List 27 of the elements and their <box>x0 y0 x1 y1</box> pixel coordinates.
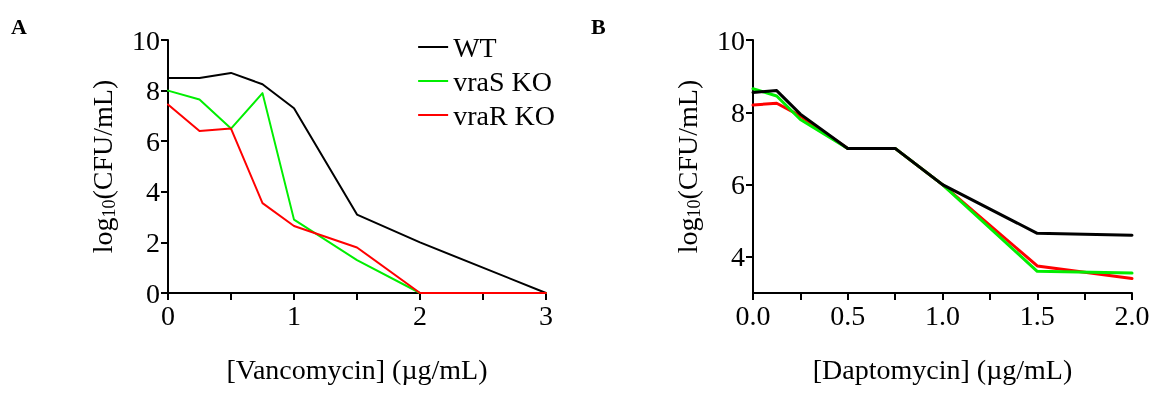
x-tick-label: 2 <box>413 299 427 331</box>
y-tick-label: 10 <box>132 24 160 56</box>
legend-label: vraR KO <box>453 99 556 131</box>
y-tick-label: 4 <box>146 176 160 208</box>
y-tick-label: 8 <box>731 96 745 128</box>
chart-title: A <box>11 13 27 39</box>
x-tick-label: 1.0 <box>925 299 960 331</box>
x-axis-title: [Daptomycin] (µg/mL) <box>812 353 1073 385</box>
y-tick-label: 8 <box>146 75 160 107</box>
x-tick-label: 2.0 <box>1114 299 1150 331</box>
x-tick-label: 1 <box>287 299 301 331</box>
x-tick-label: 0.5 <box>830 299 866 331</box>
x-tick-label: 3 <box>539 299 553 331</box>
y-tick-label: 4 <box>731 241 745 273</box>
y-axis-title: log10(CFU/mL) <box>671 79 704 254</box>
y-tick-label: 0 <box>146 277 160 309</box>
x-tick-label: 0.0 <box>735 299 771 331</box>
y-axis-title: log10(CFU/mL) <box>86 79 119 254</box>
legend-label: vraS KO <box>453 65 552 97</box>
x-tick-label: 1.5 <box>1019 299 1055 331</box>
x-axis-title: [Vancomycin] (µg/mL) <box>226 353 488 385</box>
y-tick-label: 6 <box>731 169 745 201</box>
y-tick-label: 6 <box>146 125 160 157</box>
chart-title: B <box>591 13 606 39</box>
y-tick-label: 2 <box>146 226 160 258</box>
y-tick-label: 10 <box>717 24 745 56</box>
legend-label: WT <box>453 31 497 63</box>
